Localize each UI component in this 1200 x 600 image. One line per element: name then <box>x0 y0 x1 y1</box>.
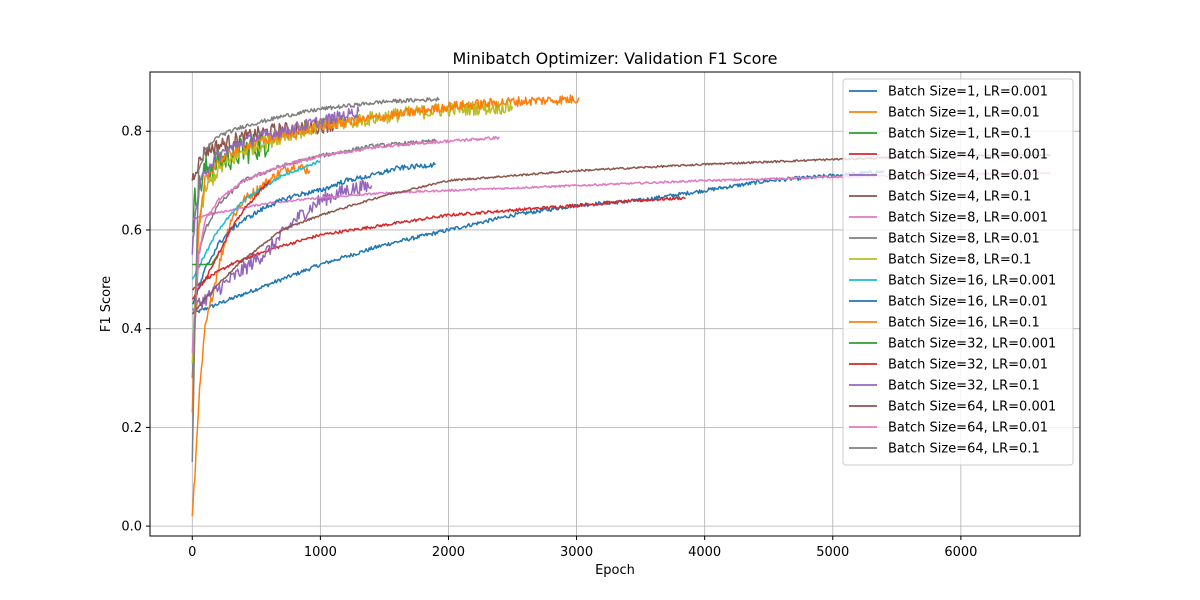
x-tick-label: 4000 <box>688 545 721 560</box>
legend-label: Batch Size=64, LR=0.001 <box>888 400 1056 415</box>
y-tick-label: 0.2 <box>121 421 142 436</box>
y-axis-label: F1 Score <box>99 276 114 332</box>
series-line-3 <box>192 196 686 291</box>
series-line-13 <box>191 180 270 300</box>
series-line-14 <box>191 106 360 255</box>
legend-label: Batch Size=64, LR=0.1 <box>888 442 1040 457</box>
legend: Batch Size=1, LR=0.001 Batch Size=1, LR=0… <box>842 78 1074 466</box>
series-line-4 <box>192 179 373 313</box>
x-axis-label: Epoch <box>595 563 635 578</box>
series-line-9 <box>191 159 321 280</box>
series-line-2 <box>191 130 270 233</box>
x-tick-label: 5000 <box>816 545 849 560</box>
series-line-0 <box>191 170 885 315</box>
legend-label: Batch Size=32, LR=0.01 <box>888 358 1048 373</box>
plot-frame <box>149 71 1081 537</box>
x-tick-label: 1000 <box>304 545 337 560</box>
series-line-16 <box>191 135 500 354</box>
legend-label: Batch Size=4, LR=0.001 <box>888 148 1048 163</box>
series-line-7 <box>191 138 437 379</box>
legend-label: Batch Size=32, LR=0.1 <box>888 379 1040 394</box>
legend-label: Batch Size=1, LR=0.001 <box>888 85 1048 100</box>
legend-label: Batch Size=16, LR=0.001 <box>888 274 1056 289</box>
series-line-17 <box>191 96 440 462</box>
legend-label: Batch Size=8, LR=0.01 <box>888 232 1040 247</box>
y-tick-label: 0.8 <box>121 125 142 140</box>
legend-label: Batch Size=64, LR=0.01 <box>888 421 1048 436</box>
legend-label: Batch Size=8, LR=0.001 <box>888 211 1048 226</box>
y-axis: 0.0 0.2 0.4 0.6 0.8 <box>121 125 150 535</box>
legend-label: Batch Size=1, LR=0.01 <box>888 106 1040 121</box>
y-tick-label: 0.6 <box>121 223 142 238</box>
chart-title: Minibatch Optimizer: Validation F1 Score <box>453 49 778 68</box>
legend-box <box>842 78 1074 466</box>
x-tick-label: 0 <box>188 545 196 560</box>
y-tick-label: 0.0 <box>121 520 142 535</box>
x-axis: 0 1000 2000 3000 4000 5000 6000 <box>188 536 977 560</box>
legend-label: Batch Size=8, LR=0.1 <box>888 253 1031 268</box>
x-tick-label: 2000 <box>432 545 465 560</box>
legend-label: Batch Size=4, LR=0.1 <box>888 190 1031 205</box>
x-tick-label: 3000 <box>560 545 593 560</box>
legend-label: Batch Size=16, LR=0.01 <box>888 295 1048 310</box>
y-tick-label: 0.4 <box>121 322 142 337</box>
x-tick-label: 6000 <box>944 545 977 560</box>
legend-label: Batch Size=1, LR=0.1 <box>888 127 1031 142</box>
legend-label: Batch Size=32, LR=0.001 <box>888 337 1056 352</box>
legend-label: Batch Size=16, LR=0.1 <box>888 316 1040 331</box>
legend-label: Batch Size=4, LR=0.01 <box>888 169 1040 184</box>
series-line-11 <box>191 94 580 413</box>
